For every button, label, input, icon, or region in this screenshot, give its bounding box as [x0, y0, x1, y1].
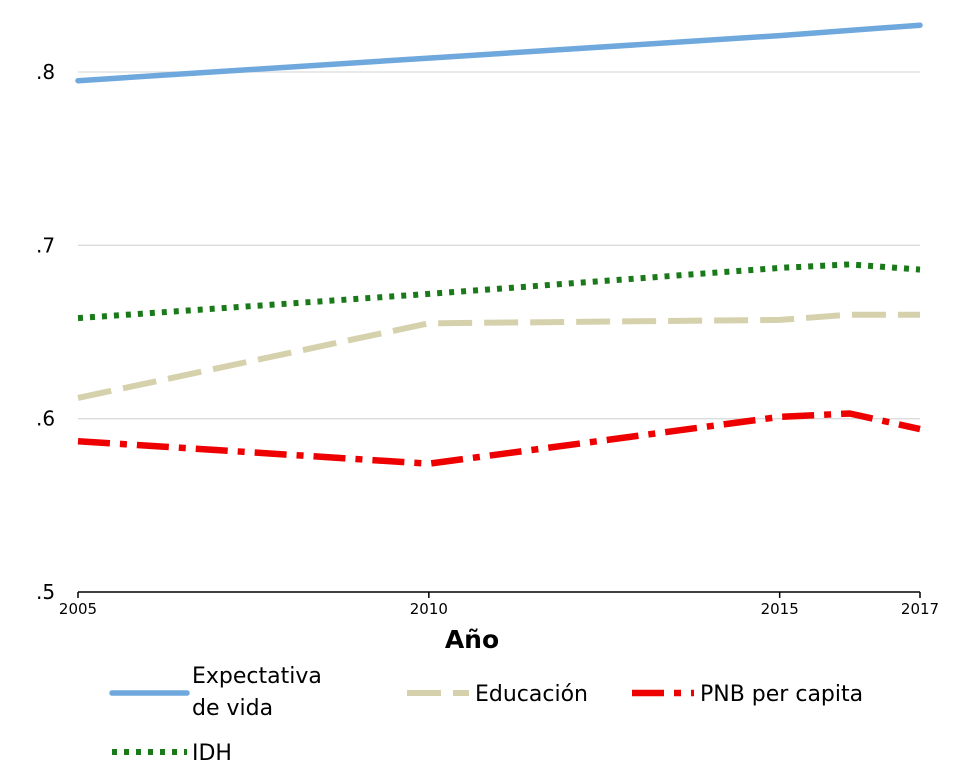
series-line-1	[77, 311, 920, 401]
series-line-3	[77, 261, 921, 322]
x-axis-title: Año	[445, 625, 499, 654]
x-tick-label: 2017	[901, 600, 939, 618]
y-tick-label: .7	[36, 233, 55, 257]
x-axis: 2005 2010 2015 2017	[59, 591, 939, 618]
legend-label-1: Educación	[475, 682, 588, 707]
y-tick-label: .6	[36, 407, 55, 431]
series-line-2	[77, 410, 921, 467]
legend-label-3: IDH	[192, 741, 232, 766]
grid-lines	[78, 71, 920, 420]
series-lines	[75, 22, 923, 467]
x-tick-label: 2005	[59, 600, 97, 618]
legend-label-0: de vida	[192, 696, 273, 721]
legend: Expectativa de vida Educación PNB per capit…	[109, 664, 863, 766]
x-tick-label: 2015	[761, 600, 799, 618]
y-tick-label: .8	[36, 60, 55, 84]
legend-label-0: Expectativa	[192, 664, 322, 689]
series-line-0	[75, 22, 923, 84]
y-tick-label: .5	[36, 580, 55, 604]
legend-label-2: PNB per capita	[700, 682, 863, 707]
y-axis-ticks: .5 .6 .7 .8	[36, 60, 55, 604]
x-tick-label: 2010	[410, 600, 448, 618]
